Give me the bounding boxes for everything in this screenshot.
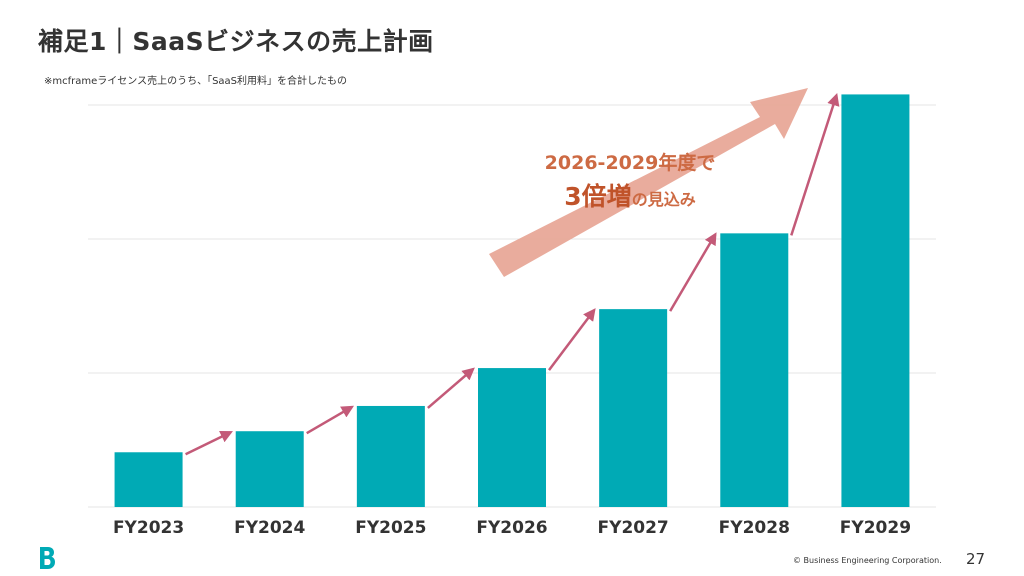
callout-main: 3倍増の見込み (520, 177, 740, 213)
x-tick-label: FY2029 (840, 518, 911, 538)
bar-FY2027 (599, 309, 668, 507)
x-tick-label: FY2028 (719, 518, 790, 538)
x-tick-label: FY2023 (113, 518, 184, 538)
x-axis-labels: FY2023 FY2024 FY2025 FY2026 FY2027 FY2028 FY20… (113, 518, 911, 538)
copyright-text: © Business Engineering Corporation. (793, 556, 942, 565)
callout-suffix: の見込み (631, 190, 696, 209)
growth-connectors (185, 93, 840, 456)
bar-FY2029 (841, 94, 910, 508)
growth-arrow (185, 430, 233, 456)
callout-period: 2026-2029年度で (544, 152, 716, 174)
growth-arrow (790, 93, 840, 236)
growth-arrow (548, 308, 596, 371)
callout-multiplier: 3倍増 (564, 182, 632, 211)
growth-trend-arrow (489, 88, 808, 277)
bars (114, 94, 910, 508)
growth-callout: 2026-2029年度で 3倍増の見込み (520, 148, 740, 213)
growth-arrow (669, 232, 717, 312)
x-tick-label: FY2027 (598, 518, 669, 538)
page-number: 27 (966, 550, 986, 568)
bar-FY2028 (720, 233, 789, 507)
bar-FY2023 (114, 452, 183, 507)
x-tick-label: FY2026 (476, 518, 547, 538)
bar-FY2026 (478, 368, 546, 507)
x-tick-label: FY2025 (355, 518, 426, 538)
footnote-text: ※mcframeライセンス売上のうち、「SaaS利用料」を合計したもの (44, 76, 348, 87)
growth-arrow (427, 367, 475, 409)
x-tick-label: FY2024 (234, 518, 305, 538)
b-logo-icon (40, 547, 55, 569)
bar-FY2024 (235, 431, 304, 507)
page-title: 補足1｜SaaSビジネスの売上計画 (38, 27, 434, 56)
bar-FY2025 (356, 405, 425, 507)
big-arrow-shape (489, 88, 808, 277)
growth-arrow (306, 405, 355, 435)
